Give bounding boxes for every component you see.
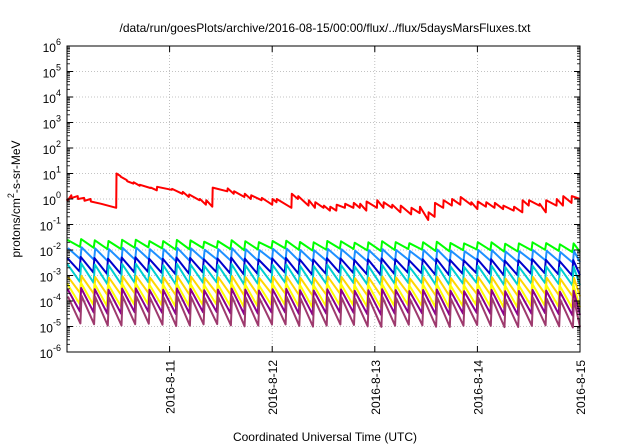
y-tick-label: 10-5 [40,318,61,336]
axis-ticks [67,45,581,353]
y-tick-label: 102 [43,139,61,157]
y-tick-label: 103 [43,114,61,132]
x-tick-label: 2016-8-12 [266,360,280,415]
y-tick-label: 10-2 [40,241,61,259]
y-tick-label: 10-3 [40,267,61,285]
x-tick-label: 2016-8-14 [471,360,485,415]
y-axis-title-main: protons/cm [9,198,23,257]
y-tick-label: 104 [43,88,61,106]
y-axis-tick-labels: 10-6 10-5 10-4 10-3 10-2 10-1 100 101 102 103 104 1… [40,37,61,361]
x-tick-label: 2016-8-11 [164,360,178,414]
series-line [67,246,581,264]
plot-area [66,45,581,353]
series-line [66,294,581,329]
series-line [66,238,581,254]
y-tick-label: 100 [43,190,61,208]
y-tick-label: 106 [43,37,61,55]
y-tick-label: 105 [43,63,61,81]
x-tick-label: 2016-8-15 [574,360,588,415]
y-axis-title: protons/cm2-s-sr-MeV [6,140,23,257]
y-tick-label: 10-4 [40,292,61,310]
series-layer [66,172,581,329]
series-line [66,262,581,287]
y-axis-title-sup: 2 [6,193,16,198]
x-tick-label: 2016-8-13 [369,360,383,415]
x-axis-title: Coordinated Universal Time (UTC) [233,430,417,444]
chart-title: /data/run/goesPlots/archive/2016-08-15/0… [120,21,532,35]
y-tick-label: 10-6 [40,343,61,361]
y-tick-label: 10-1 [40,216,61,234]
x-axis-tick-labels: 2016-8-11 2016-8-12 2016-8-13 2016-8-14 2016… [164,360,588,415]
series-line [66,172,581,221]
y-axis-title-rest: -s-sr-MeV [9,140,23,193]
y-tick-label: 101 [43,165,61,183]
